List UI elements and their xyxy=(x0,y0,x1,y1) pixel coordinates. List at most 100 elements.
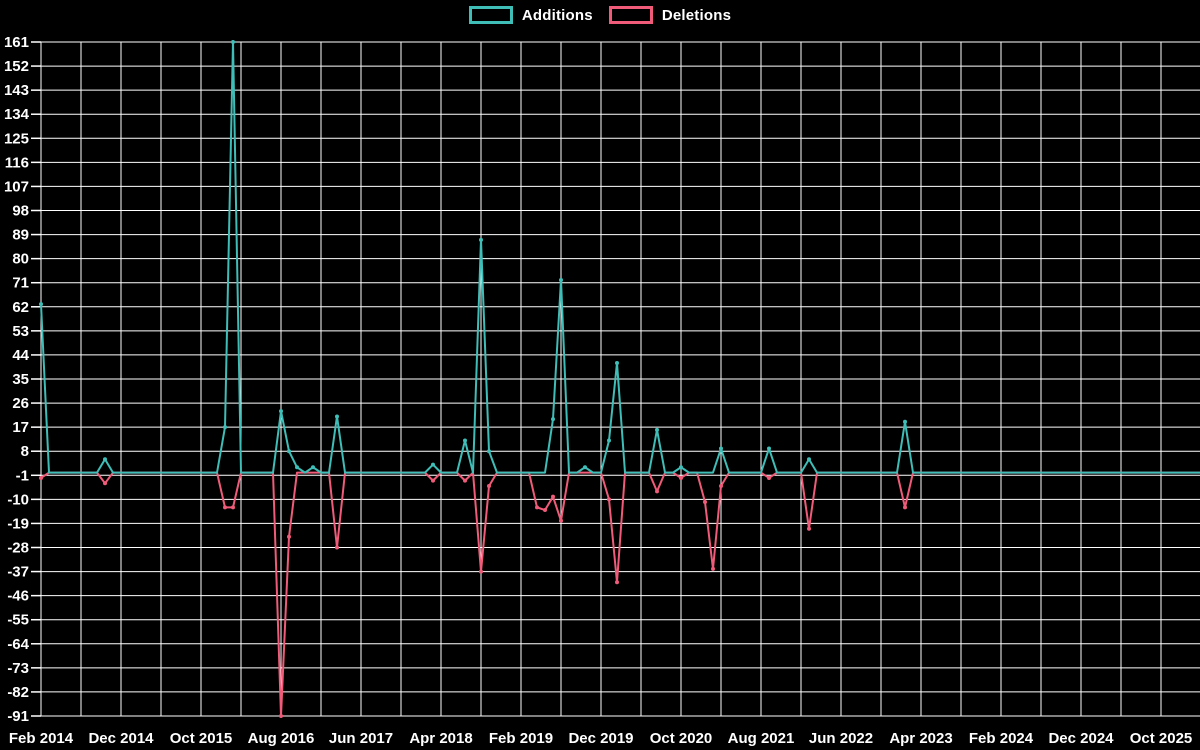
x-tick-label: Oct 2015 xyxy=(170,730,233,747)
x-tick-label: Oct 2025 xyxy=(1130,730,1193,747)
x-tick-label: Feb 2014 xyxy=(9,730,74,747)
x-tick-label: Aug 2016 xyxy=(248,730,315,747)
data-point-additions[interactable] xyxy=(903,419,907,424)
data-point-deletions[interactable] xyxy=(223,505,227,510)
data-point-deletions[interactable] xyxy=(679,475,683,480)
y-tick-label: 89 xyxy=(12,227,29,244)
data-point-additions[interactable] xyxy=(679,465,683,470)
data-point-deletions[interactable] xyxy=(463,478,467,483)
data-point-deletions[interactable] xyxy=(655,489,659,494)
data-point-deletions[interactable] xyxy=(807,526,811,531)
data-point-deletions[interactable] xyxy=(479,569,483,574)
x-tick-label: Apr 2018 xyxy=(409,730,472,747)
y-tick-label: 134 xyxy=(4,106,30,123)
data-point-additions[interactable] xyxy=(231,40,235,44)
y-tick-label: -37 xyxy=(7,564,29,581)
x-tick-label: Feb 2019 xyxy=(489,730,553,747)
series-line-additions xyxy=(40,41,1200,474)
data-point-deletions[interactable] xyxy=(431,478,435,483)
y-tick-label: 53 xyxy=(12,323,29,340)
data-point-additions[interactable] xyxy=(551,417,555,422)
data-point-deletions[interactable] xyxy=(551,494,555,499)
data-point-deletions[interactable] xyxy=(487,483,491,488)
y-tick-label: -10 xyxy=(7,491,29,508)
y-tick-label: -64 xyxy=(7,636,29,653)
y-axis: 161 152 143 134 125 116 107 98 89 80 71 62 53 44 35 26 1… xyxy=(4,34,41,725)
data-point-additions[interactable] xyxy=(479,237,483,242)
data-point-additions[interactable] xyxy=(39,302,43,307)
data-point-deletions[interactable] xyxy=(607,497,611,502)
legend-swatch-deletions xyxy=(608,6,653,24)
x-tick-label: Apr 2023 xyxy=(889,730,952,747)
data-point-deletions[interactable] xyxy=(39,475,43,480)
y-tick-label: -19 xyxy=(7,515,29,532)
series-line-deletions xyxy=(40,471,1200,717)
data-point-deletions[interactable] xyxy=(335,545,339,550)
data-point-additions[interactable] xyxy=(487,449,491,454)
data-point-additions[interactable] xyxy=(719,446,723,451)
data-point-additions[interactable] xyxy=(335,414,339,419)
y-tick-label: 26 xyxy=(12,395,29,412)
data-point-deletions[interactable] xyxy=(767,475,771,480)
y-tick-label: -46 xyxy=(7,588,29,605)
x-tick-label: Dec 2019 xyxy=(568,730,633,747)
y-tick-label: 44 xyxy=(12,347,29,364)
data-point-additions[interactable] xyxy=(607,438,611,443)
data-point-additions[interactable] xyxy=(279,409,283,414)
legend-label-deletions: Deletions xyxy=(661,6,732,24)
x-tick-label: Jun 2017 xyxy=(329,730,393,747)
x-tick-label: Dec 2024 xyxy=(1048,730,1114,747)
data-point-additions[interactable] xyxy=(615,360,619,365)
legend-item-additions[interactable]: Additions xyxy=(468,6,593,24)
data-point-deletions[interactable] xyxy=(287,534,291,539)
data-point-deletions[interactable] xyxy=(903,505,907,510)
data-point-deletions[interactable] xyxy=(231,505,235,510)
x-tick-label: Jun 2022 xyxy=(809,730,873,747)
y-tick-label: 71 xyxy=(12,275,29,292)
data-point-deletions[interactable] xyxy=(535,505,539,510)
data-point-deletions[interactable] xyxy=(719,483,723,488)
x-tick-label: Aug 2021 xyxy=(728,730,795,747)
y-tick-label: -82 xyxy=(7,684,29,701)
y-tick-label: 8 xyxy=(21,443,29,460)
y-tick-label: 143 xyxy=(4,82,29,99)
y-tick-label: 62 xyxy=(12,299,29,316)
y-tick-label: 35 xyxy=(12,371,29,388)
data-point-additions[interactable] xyxy=(767,446,771,451)
y-tick-label: 125 xyxy=(4,130,29,147)
data-point-deletions[interactable] xyxy=(279,714,283,718)
legend-label-additions: Additions xyxy=(521,6,593,24)
legend-item-deletions[interactable]: Deletions xyxy=(608,6,732,24)
y-tick-label: -55 xyxy=(7,612,29,629)
data-point-additions[interactable] xyxy=(431,462,435,467)
y-tick-label: 152 xyxy=(4,58,29,75)
data-point-deletions[interactable] xyxy=(615,580,619,585)
series-additions xyxy=(39,40,1200,474)
data-point-additions[interactable] xyxy=(103,457,107,462)
data-point-deletions[interactable] xyxy=(703,500,707,505)
data-point-deletions[interactable] xyxy=(103,481,107,486)
data-point-additions[interactable] xyxy=(559,278,563,283)
data-point-additions[interactable] xyxy=(807,457,811,462)
y-tick-label: 107 xyxy=(4,178,29,195)
data-point-additions[interactable] xyxy=(295,465,299,470)
y-tick-label: -91 xyxy=(7,708,29,725)
x-tick-label: Dec 2014 xyxy=(88,730,154,747)
data-point-additions[interactable] xyxy=(223,425,227,430)
chart-legend: Additions Deletions xyxy=(0,6,1200,24)
y-tick-label: -28 xyxy=(7,540,29,557)
data-point-additions[interactable] xyxy=(287,449,291,454)
y-tick-label: 98 xyxy=(12,203,29,220)
data-point-deletions[interactable] xyxy=(711,566,715,571)
x-tick-label: Oct 2020 xyxy=(650,730,713,747)
data-point-additions[interactable] xyxy=(583,465,587,470)
y-tick-label: 116 xyxy=(5,154,29,171)
y-tick-label: -73 xyxy=(7,660,29,677)
data-point-deletions[interactable] xyxy=(559,518,563,523)
data-point-additions[interactable] xyxy=(655,427,659,432)
data-point-additions[interactable] xyxy=(311,465,315,470)
data-point-deletions[interactable] xyxy=(543,508,547,513)
data-point-additions[interactable] xyxy=(463,438,467,443)
